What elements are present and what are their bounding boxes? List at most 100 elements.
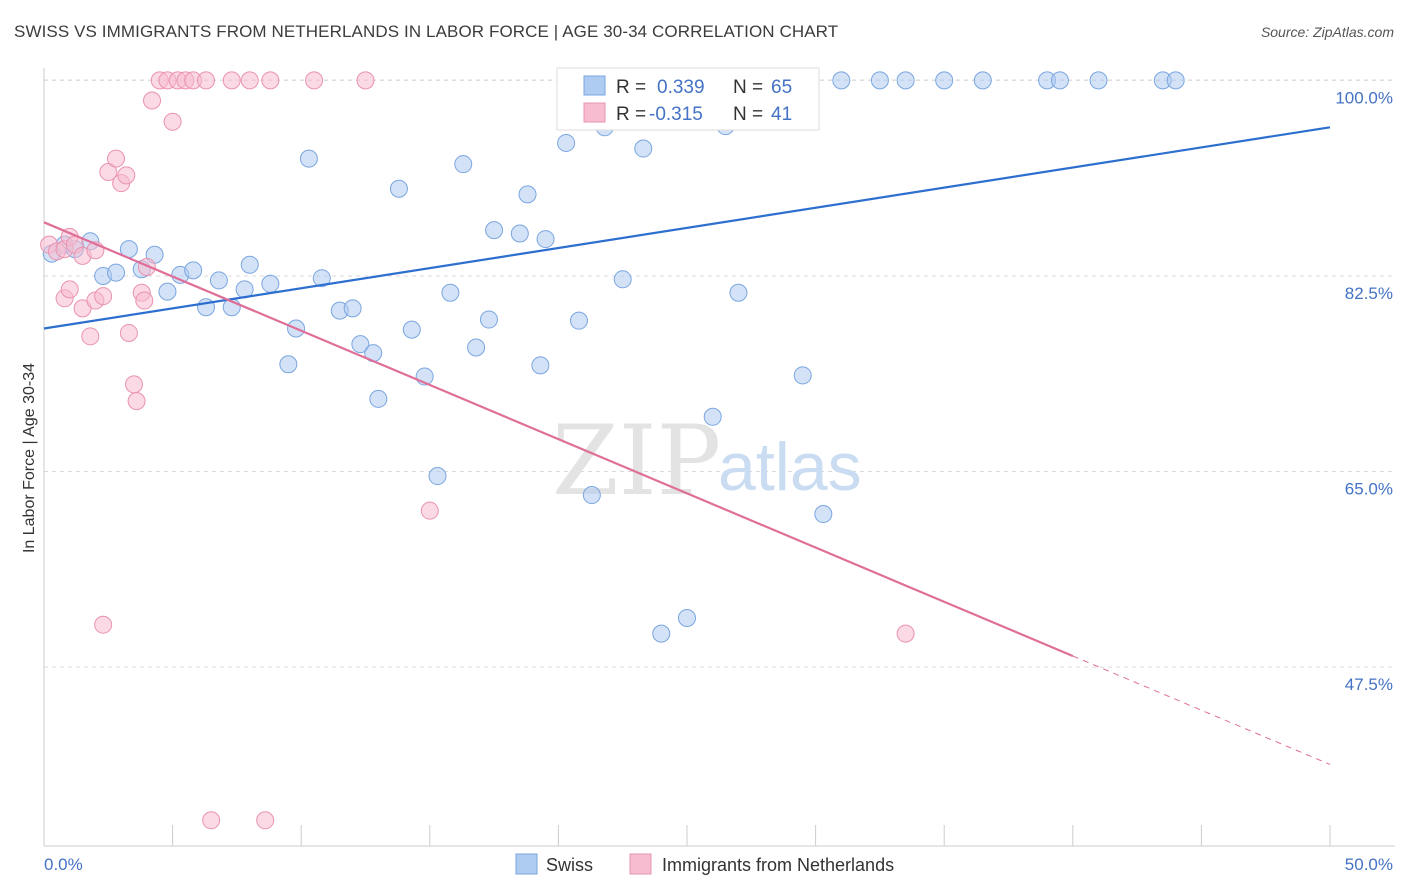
swiss-trend-line: [43, 126, 1331, 330]
netherlands-point: [117, 166, 136, 185]
netherlands-point: [135, 291, 154, 310]
swiss-point: [729, 283, 748, 302]
netherlands-point: [127, 392, 146, 411]
netherlands-point: [94, 615, 113, 634]
swiss-point: [814, 505, 833, 524]
netherlands-trend-line: [43, 221, 1074, 657]
swiss-point: [832, 71, 851, 90]
netherlands-point: [107, 149, 126, 168]
swiss-points: [42, 71, 1185, 643]
stats-r-value-netherlands: -0.315: [649, 104, 703, 125]
swiss-point: [240, 255, 259, 274]
watermark-atlas: atlas: [718, 429, 862, 505]
netherlands-point: [163, 112, 182, 131]
swiss-point: [312, 269, 331, 288]
swiss-point: [678, 608, 696, 627]
x-tick-label: 50.0%: [1345, 855, 1393, 874]
swiss-point: [613, 270, 632, 289]
swiss-point: [973, 71, 992, 90]
chart-source: Source: ZipAtlas.com: [1260, 24, 1394, 40]
stats-n-value-swiss: 65: [771, 77, 792, 98]
y-tick-label: 47.5%: [1345, 675, 1393, 694]
chart-title: SWISS VS IMMIGRANTS FROM NETHERLANDS IN …: [14, 22, 839, 41]
netherlands-point: [202, 811, 221, 830]
stats-n-value-netherlands: 41: [771, 104, 792, 125]
x-tick-label: 0.0%: [44, 855, 83, 874]
watermark: ZIP atlas: [552, 405, 862, 517]
netherlands-point: [99, 163, 118, 182]
swiss-point: [896, 71, 915, 90]
swiss-point: [158, 282, 177, 301]
legend-swatch-netherlands: [629, 853, 652, 875]
swiss-point: [1166, 71, 1185, 90]
axes: [43, 68, 1395, 847]
swiss-point: [935, 71, 954, 90]
swiss-point: [1050, 71, 1069, 90]
swiss-point: [1089, 71, 1108, 90]
stats-r-label-netherlands: R =: [616, 104, 646, 125]
y-tick-label: 100.0%: [1335, 88, 1393, 107]
swiss-point: [299, 149, 318, 168]
netherlands-point: [356, 71, 375, 90]
swiss-point: [261, 274, 280, 293]
legend-label-netherlands: Immigrants from Netherlands: [662, 855, 894, 875]
swiss-point: [343, 299, 362, 318]
netherlands-trend-extension: [1072, 655, 1331, 765]
stats-r-label-swiss: R =: [616, 77, 646, 98]
swiss-point: [402, 320, 421, 339]
swiss-point: [703, 407, 722, 426]
stats-r-value-swiss: 0.339: [657, 77, 705, 98]
swiss-point: [279, 355, 298, 374]
swiss-point: [184, 261, 203, 280]
legend-swatch-swiss: [515, 853, 538, 875]
watermark-zip: ZIP: [552, 405, 721, 517]
swiss-point: [454, 155, 473, 174]
stats-n-label-netherlands: N =: [733, 104, 763, 125]
swiss-point: [634, 139, 653, 158]
swiss-point: [510, 224, 529, 243]
y-tick-label: 65.0%: [1345, 480, 1393, 499]
stats-swatch-netherlands: [583, 102, 606, 123]
netherlands-point: [119, 323, 138, 342]
swiss-point: [389, 179, 408, 198]
swiss-point: [793, 366, 812, 385]
netherlands-points: [40, 71, 915, 830]
swiss-point: [479, 310, 498, 329]
netherlands-point: [125, 375, 144, 394]
swiss-point: [369, 389, 388, 408]
swiss-point: [569, 311, 588, 330]
netherlands-point: [81, 327, 100, 346]
swiss-point: [557, 133, 576, 152]
netherlands-point: [143, 91, 162, 110]
stats-legend: R = 0.339 N = 65 R = -0.315 N = 41: [556, 67, 820, 131]
trend-lines: [43, 126, 1331, 765]
netherlands-point: [240, 71, 259, 90]
netherlands-point: [305, 71, 324, 90]
swiss-point: [518, 185, 537, 204]
grid-lines: [44, 79, 1395, 668]
swiss-point: [536, 230, 555, 249]
tick-labels: 100.0% 82.5% 65.0% 47.5% 0.0% 50.0%: [44, 88, 1393, 874]
swiss-point: [467, 338, 486, 357]
swiss-point: [870, 71, 889, 90]
swiss-point: [428, 467, 447, 486]
swiss-point: [441, 283, 460, 302]
swiss-point: [351, 335, 370, 354]
stats-swatch-swiss: [583, 75, 606, 96]
netherlands-point: [261, 71, 280, 90]
swiss-point: [652, 624, 671, 643]
netherlands-point: [60, 280, 79, 299]
y-tick-label: 82.5%: [1345, 284, 1393, 303]
bottom-legend: Swiss Immigrants from Netherlands: [515, 853, 894, 875]
legend-label-swiss: Swiss: [546, 855, 593, 875]
netherlands-point: [896, 624, 915, 643]
netherlands-point: [222, 71, 241, 90]
swiss-point: [531, 356, 550, 375]
swiss-point: [107, 263, 126, 282]
netherlands-point: [420, 501, 439, 520]
netherlands-point: [94, 287, 113, 306]
swiss-point: [485, 221, 504, 240]
swiss-point: [209, 271, 228, 290]
stats-n-label-swiss: N =: [733, 77, 763, 98]
